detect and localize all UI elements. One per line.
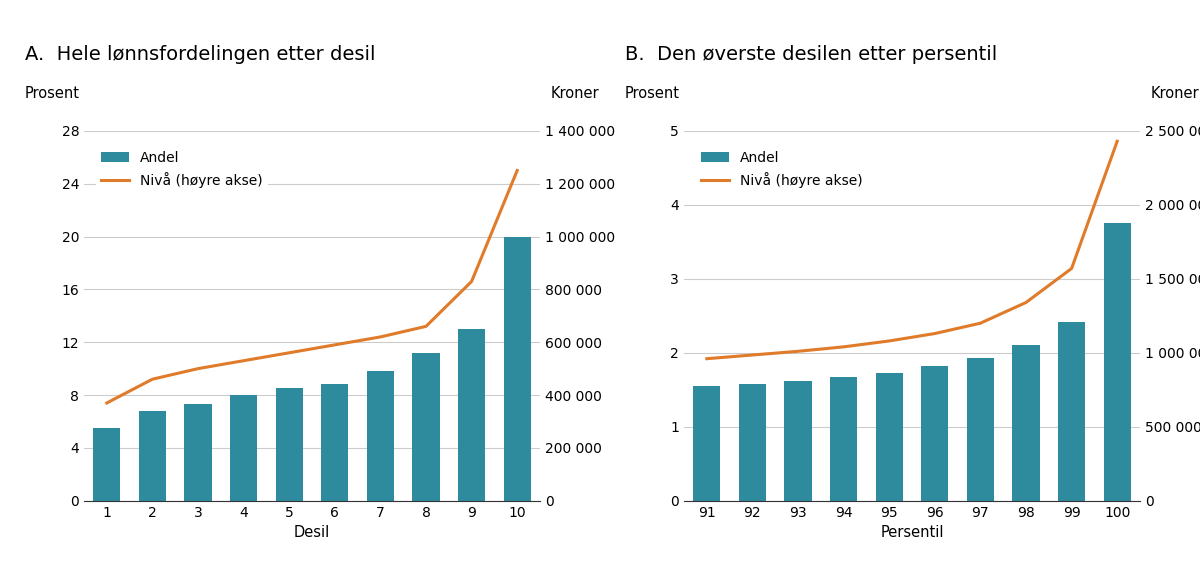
Bar bbox=[504, 237, 530, 501]
Text: Kroner: Kroner bbox=[1151, 86, 1199, 101]
Bar bbox=[139, 411, 166, 501]
Bar bbox=[94, 428, 120, 501]
Text: A.  Hele lønnsfordelingen etter desil: A. Hele lønnsfordelingen etter desil bbox=[25, 46, 376, 64]
Bar bbox=[322, 385, 348, 501]
Bar bbox=[1013, 345, 1039, 501]
Bar bbox=[276, 389, 302, 501]
Bar bbox=[230, 395, 257, 501]
Bar bbox=[876, 373, 902, 501]
Bar bbox=[694, 386, 720, 501]
Bar bbox=[1058, 321, 1085, 501]
X-axis label: Persentil: Persentil bbox=[881, 525, 943, 540]
Legend: Andel, Nivå (høyre akse): Andel, Nivå (høyre akse) bbox=[696, 145, 868, 193]
Text: Prosent: Prosent bbox=[625, 86, 679, 101]
Bar bbox=[967, 358, 994, 501]
Bar bbox=[185, 405, 211, 501]
Legend: Andel, Nivå (høyre akse): Andel, Nivå (høyre akse) bbox=[96, 145, 268, 193]
Bar bbox=[1104, 223, 1130, 501]
Bar bbox=[830, 377, 857, 501]
X-axis label: Desil: Desil bbox=[294, 525, 330, 540]
Bar bbox=[785, 381, 811, 501]
Text: Prosent: Prosent bbox=[25, 86, 79, 101]
Bar bbox=[922, 366, 948, 501]
Bar bbox=[367, 371, 394, 501]
Bar bbox=[458, 329, 485, 501]
Bar bbox=[413, 353, 439, 501]
Text: Kroner: Kroner bbox=[551, 86, 599, 101]
Bar bbox=[739, 384, 766, 501]
Text: B.  Den øverste desilen etter persentil: B. Den øverste desilen etter persentil bbox=[625, 46, 997, 64]
